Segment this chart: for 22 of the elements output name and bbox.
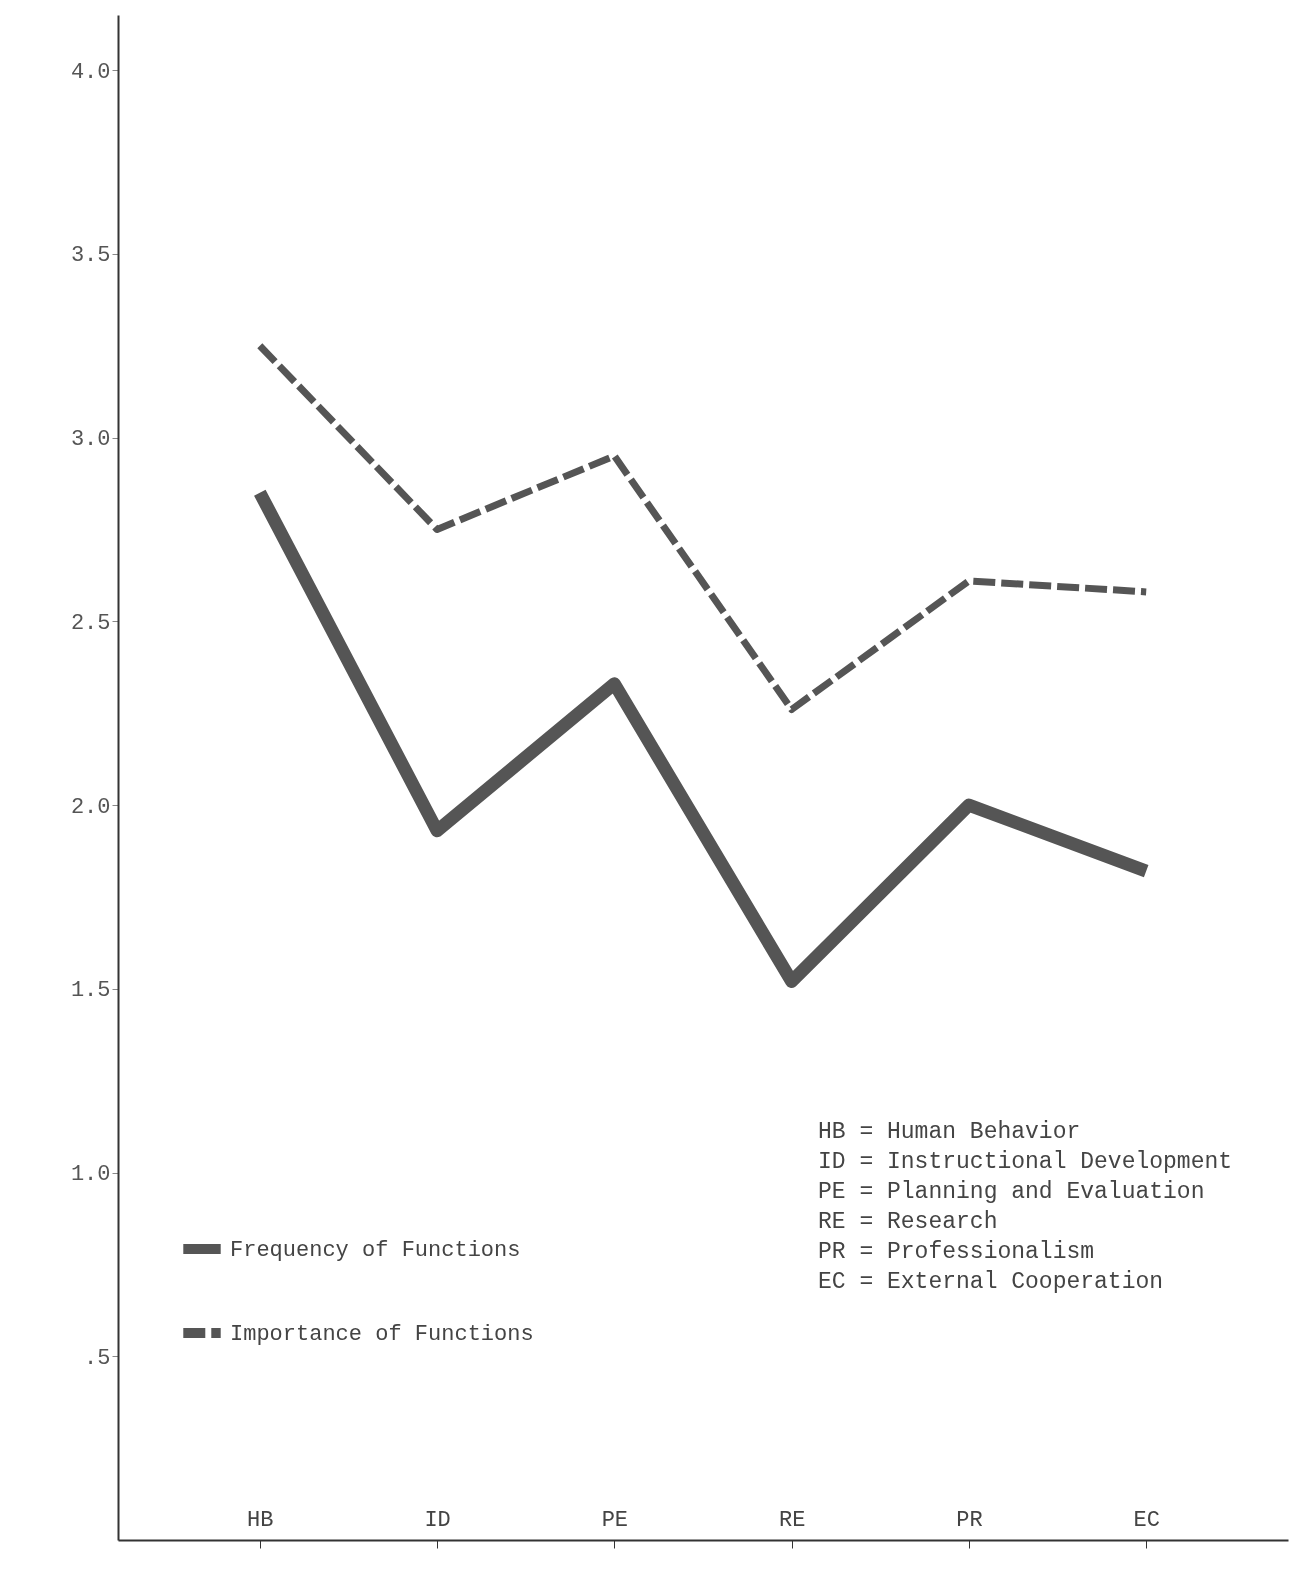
legend-label: Importance of Functions (230, 1322, 534, 1347)
x-tick-label: ID (424, 1507, 451, 1533)
annotation: EC = External Cooperation (818, 1269, 1164, 1295)
legend-label: Frequency of Functions (230, 1238, 521, 1263)
x-tick-label: RE (778, 1507, 806, 1533)
y-tick-label: 2.0 (70, 794, 111, 820)
x-tick-label: PR (956, 1507, 983, 1533)
y-tick-label: 2.5 (70, 610, 111, 636)
y-tick-label: 3.0 (70, 427, 111, 453)
x-tick-label: PE (601, 1507, 629, 1533)
y-tick-label: 1.5 (70, 978, 111, 1004)
y-tick-label: .5 (84, 1345, 111, 1371)
annotation: RE = Research (818, 1209, 998, 1235)
annotation: PE = Planning and Evaluation (818, 1179, 1205, 1205)
y-tick-label: 4.0 (70, 59, 111, 85)
y-tick-label: 1.0 (70, 1162, 111, 1188)
annotation: HB = Human Behavior (818, 1119, 1081, 1145)
x-tick-label: HB (247, 1507, 274, 1533)
annotation: ID = Instructional Development (818, 1149, 1233, 1175)
annotation: PR = Professionalism (818, 1239, 1095, 1265)
y-tick-label: 3.5 (70, 243, 111, 269)
x-tick-label: EC (1133, 1507, 1160, 1533)
